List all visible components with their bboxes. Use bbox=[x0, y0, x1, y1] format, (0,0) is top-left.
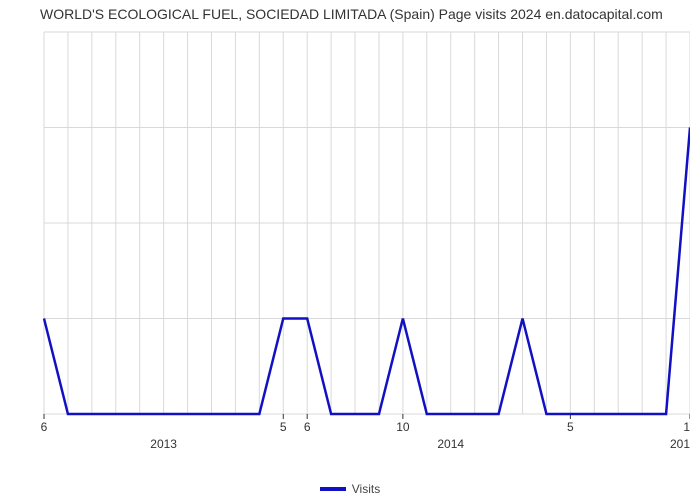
svg-text:5: 5 bbox=[280, 420, 287, 434]
svg-text:2013: 2013 bbox=[150, 437, 177, 451]
legend-label: Visits bbox=[352, 482, 380, 496]
legend-swatch bbox=[320, 487, 346, 491]
svg-text:201: 201 bbox=[670, 437, 690, 451]
chart-title: WORLD'S ECOLOGICAL FUEL, SOCIEDAD LIMITA… bbox=[40, 6, 663, 22]
svg-text:2014: 2014 bbox=[437, 437, 464, 451]
svg-text:10: 10 bbox=[396, 420, 410, 434]
svg-text:5: 5 bbox=[567, 420, 574, 434]
svg-text:6: 6 bbox=[41, 420, 48, 434]
chart-svg: 012346561051220132014201 bbox=[40, 28, 690, 458]
chart-plot: 012346561051220132014201 bbox=[40, 28, 690, 458]
svg-text:12: 12 bbox=[683, 420, 690, 434]
svg-text:6: 6 bbox=[304, 420, 311, 434]
legend: Visits bbox=[0, 482, 700, 496]
